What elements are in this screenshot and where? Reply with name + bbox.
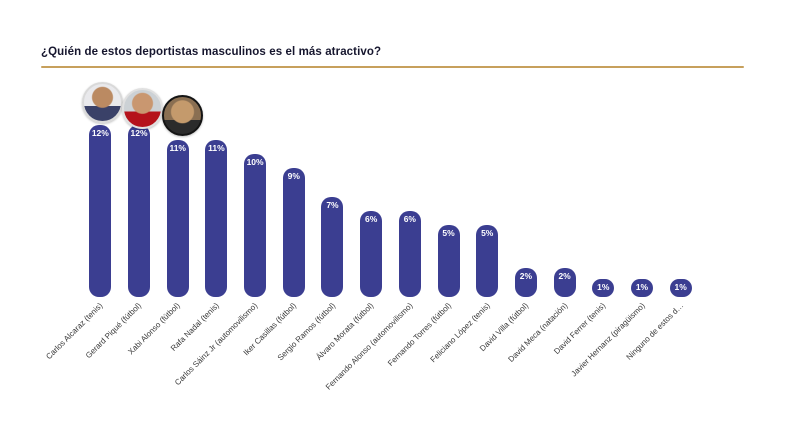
bar-14: 1% <box>592 279 615 297</box>
labels-row: Carlos Alcaraz (tenis) Gerard Piqué (fútb… <box>45 301 701 416</box>
bar-column: 1% <box>623 279 662 297</box>
bar-column: 6% <box>352 211 391 297</box>
bar-value-label: 6% <box>365 214 378 224</box>
category-label-cell: Gerard Piqué (fútbol) <box>84 301 159 416</box>
bar-value-label: 5% <box>481 228 494 238</box>
bar-column: 5% <box>429 225 468 297</box>
bar-column: 1% <box>661 279 700 297</box>
category-label-cell: Carlos Alcaraz (tenis) <box>45 301 120 416</box>
bar-8: 6% <box>360 211 383 297</box>
bar-column: 12% <box>81 125 120 297</box>
avatar-gerard-pique <box>122 88 163 129</box>
bar-value-label: 2% <box>519 271 533 281</box>
avatar-xabi-alonso <box>162 95 203 136</box>
avatar-carlos-alcaraz <box>82 82 123 123</box>
bar-column: 11% <box>197 140 236 297</box>
bar-column: 7% <box>313 197 352 297</box>
category-label-cell: Ninguno de estos d… <box>624 301 700 416</box>
bar-value-label: 9% <box>287 171 300 181</box>
bar-5: 10% <box>244 154 267 297</box>
bar-column: 6% <box>391 211 430 297</box>
bar-value-label: 10% <box>246 157 264 167</box>
category-label-cell: Feliciano López (tenis) <box>428 301 507 416</box>
bar-value-label: 12% <box>130 128 148 138</box>
bar-value-label: 1% <box>597 282 610 292</box>
bar-11: 5% <box>476 225 499 297</box>
bar-column: 2% <box>507 268 546 297</box>
category-label-cell: Xabi Alonso (fútbol) <box>127 301 197 416</box>
bar-column: 5% <box>468 225 507 297</box>
page-title: ¿Quién de estos deportistas masculinos e… <box>41 46 382 58</box>
bar-value-label: 5% <box>442 228 455 238</box>
bar-13: 2% <box>553 268 576 297</box>
bar-value-label: 7% <box>326 200 339 210</box>
bar-value-label: 2% <box>558 271 571 281</box>
category-label-cell: Carlos Sáinz Jr (automovilismo) <box>173 301 275 416</box>
bars-row: 12% 12% 11% 11% 10% 9% 7% 6% 6% 5% 5% 2% 2% 1% 1% 1% <box>81 60 701 297</box>
bar-10: 5% <box>437 225 460 297</box>
bar-value-label: 11% <box>169 143 186 153</box>
bar-column: 12% <box>120 125 159 297</box>
bar-column: 1% <box>584 279 623 297</box>
bar-6: 9% <box>282 168 305 297</box>
bar-7: 7% <box>321 197 344 297</box>
bar-column: 2% <box>545 268 584 297</box>
bar-value-label: 1% <box>635 282 649 292</box>
category-label-cell: David Meca (natación) <box>506 301 584 416</box>
bar-value-label: 11% <box>208 143 225 153</box>
bar-3: 11% <box>166 140 189 297</box>
bar-2: 12% <box>128 125 151 297</box>
bar-column: 10% <box>236 154 275 297</box>
bar-16: 1% <box>669 279 692 297</box>
bar-value-label: 12% <box>91 128 109 138</box>
bar-12: 2% <box>514 268 537 297</box>
bar-9: 6% <box>398 211 421 297</box>
bar-15: 1% <box>630 279 653 297</box>
accent-divider <box>41 66 744 68</box>
bar-4: 11% <box>205 140 228 297</box>
bar-value-label: 1% <box>674 282 687 292</box>
bar-column: 11% <box>158 140 197 297</box>
bar-value-label: 6% <box>403 214 416 224</box>
bar-1: 12% <box>89 125 112 297</box>
bar-column: 9% <box>274 168 313 297</box>
